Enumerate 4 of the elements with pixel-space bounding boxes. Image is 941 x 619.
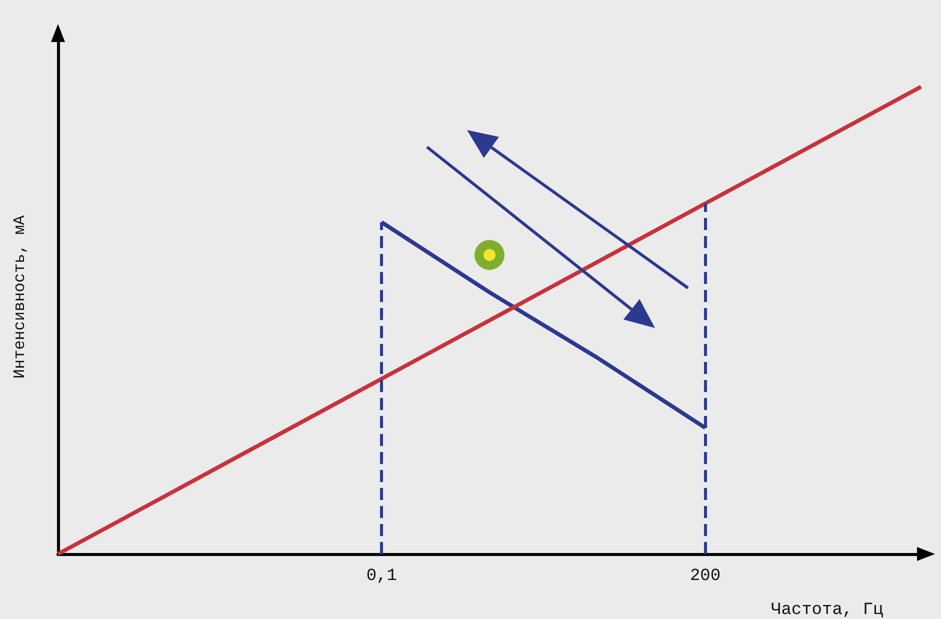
x-axis-title: Частота, Гц <box>771 601 884 619</box>
x-tick-label: 0,1 <box>366 567 397 586</box>
x-tick-label: 200 <box>690 567 721 586</box>
y-axis-title: Интенсивность, мА <box>11 214 29 379</box>
